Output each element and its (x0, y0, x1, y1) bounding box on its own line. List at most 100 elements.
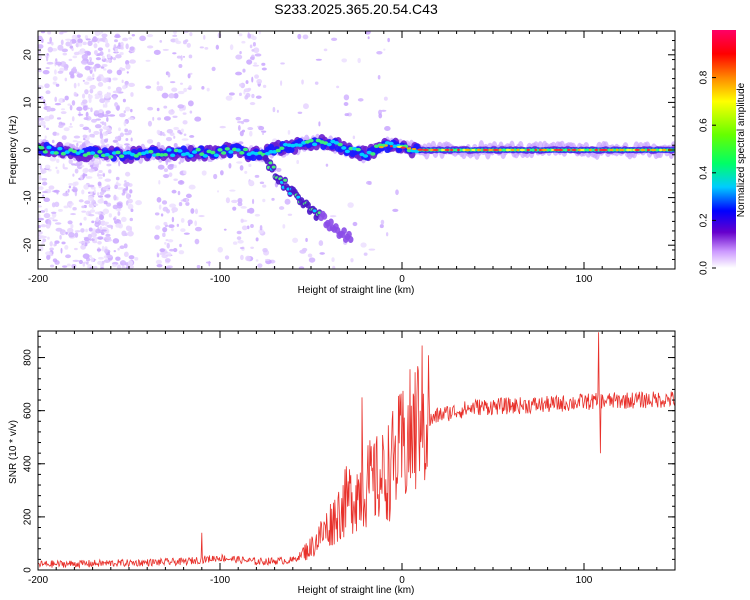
spectrogram-noise-speck (97, 181, 102, 187)
spectrogram-noise-speck (45, 251, 52, 256)
spectrogram-noise-speck (168, 93, 175, 99)
spectrogram-noise-speck (115, 223, 121, 228)
spectrogram-noise-speck (203, 34, 206, 40)
spectrogram-noise-speck (68, 125, 73, 128)
spectrogram-noise-speck (238, 92, 242, 97)
spectrogram-noise-speck (104, 121, 107, 127)
spectrogram-noise-speck (86, 76, 94, 82)
spectrogram-noise-speck (40, 31, 46, 34)
spectrogram-noise-speck (276, 109, 279, 113)
spectrogram-noise-speck (363, 252, 368, 256)
spectrogram-noise-speck (247, 33, 252, 39)
spectrogram-noise-speck (64, 67, 68, 71)
spectrogram-ridge-hotspot (615, 148, 619, 152)
spectrogram-ridge-core (97, 149, 103, 154)
spectrogram-noise-speck (65, 231, 68, 235)
spectrogram-noise-speck (129, 217, 133, 222)
spectrogram-noise-speck (106, 143, 110, 147)
spectrogram-noise-speck (253, 47, 260, 54)
spectrogram-noise-speck (162, 131, 165, 136)
spectrogram-noise-speck (93, 159, 99, 165)
snr-y-axis-label: SNR (10 * v/v) (8, 420, 19, 484)
spectrogram-noise-speck (54, 201, 60, 208)
spectrogram-ridge-core (268, 150, 274, 154)
spectrogram-noise-speck (124, 132, 132, 136)
spectrogram-noise-speck (115, 86, 122, 92)
spectrogram-noise-speck (229, 189, 236, 192)
spectrogram-noise-speck (183, 133, 187, 136)
spectrogram-noise-speck (239, 165, 244, 171)
spectrogram-noise-speck (239, 246, 245, 250)
spectrogram-noise-speck (146, 45, 154, 49)
spectrogram-noise-speck (80, 48, 85, 53)
snr-frame (37, 330, 676, 571)
spectrogram-noise-speck (38, 44, 44, 49)
spectrogram-noise-speck (383, 48, 386, 51)
spectrogram-noise-speck (92, 73, 95, 78)
spectrogram-noise-speck (87, 184, 95, 188)
spectrogram-noise-speck (124, 106, 131, 112)
spectrogram-noise-speck (114, 136, 120, 140)
spectrogram-ridge-core (370, 152, 376, 156)
spectrogram-noise-speck (80, 60, 88, 64)
spectrogram-ridge-core (148, 149, 154, 154)
spectrogram-noise-speck (194, 226, 202, 232)
spectrogram-noise-speck (98, 176, 103, 180)
spectrogram-noise-speck (189, 72, 193, 75)
spectrogram-noise-speck (343, 94, 350, 101)
spectrogram-ridge-core (221, 151, 227, 155)
spectrogram-ridge-core (264, 152, 270, 156)
spectrogram-noise-speck (124, 171, 131, 177)
spectrogram-noise-speck (127, 260, 133, 266)
spectrogram-noise-speck (52, 219, 58, 222)
spectrogram-noise-speck (122, 37, 129, 42)
spectrogram-noise-speck (104, 38, 109, 44)
spectrogram-noise-speck (72, 206, 77, 211)
spectrogram-ridge-hotspot (588, 148, 592, 152)
spectrogram-noise-speck (350, 258, 354, 263)
spectrogram-noise-speck (201, 170, 207, 176)
spectrogram-noise-speck (76, 73, 83, 78)
spectrogram-branch-core (296, 195, 301, 199)
spectrogram-noise-speck (38, 205, 43, 208)
spectrogram-ridge-core (308, 138, 314, 143)
spectrogram-noise-speck (73, 82, 77, 89)
spectrogram-noise-speck (40, 168, 45, 174)
spectrogram-noise-speck (384, 126, 391, 131)
spectrogram-noise-speck (261, 130, 267, 133)
spectrogram-noise-speck (69, 104, 73, 111)
spectrogram-noise-speck (367, 181, 372, 186)
spectrogram-noise-speck (78, 241, 86, 244)
spectrogram-noise-speck (163, 116, 171, 121)
spectrogram-noise-speck (96, 248, 102, 252)
spectrogram-noise-speck (83, 184, 90, 190)
spectrogram-noise-speck (184, 39, 189, 43)
spectrogram-noise-speck (183, 31, 189, 34)
spectrogram-noise-speck (297, 111, 303, 114)
spectrogram-ridge-core (57, 146, 63, 151)
snr-panel: -200 -100 0 100 0 200 400 600 800 Height of stra… (8, 330, 676, 596)
spectrogram-noise-speck (40, 224, 47, 228)
spectrogram-noise-speck (378, 113, 383, 119)
spectrogram-noise-speck (188, 54, 193, 59)
spectrogram-noise-speck (251, 49, 255, 52)
spectrogram-ridge-core (242, 147, 249, 152)
spectrogram-noise-speck (171, 87, 178, 92)
spectrogram-noise-speck (91, 206, 94, 209)
spectrogram-noise-speck (83, 81, 90, 85)
spectrogram-noise-speck (62, 163, 65, 170)
spectrogram-noise-speck (108, 213, 112, 218)
spectrogram-noise-speck (88, 213, 95, 217)
spectrogram-ridge-core (388, 141, 394, 146)
spectrogram-noise-speck (59, 235, 62, 240)
colorbar-tick-label: 0.6 (699, 118, 710, 132)
spectrogram-noise-speck (305, 237, 308, 243)
spectrogram-noise-speck (245, 92, 251, 98)
spectrogram-ridge-core (235, 148, 241, 152)
spectrogram-noise-speck (189, 110, 193, 114)
spectrogram-noise-speck (250, 246, 254, 249)
spectrogram-ridge-hotspot (580, 148, 585, 152)
spectrogram-noise-speck (77, 113, 84, 116)
spectrogram-noise-speck (301, 79, 304, 85)
spectrogram-ridge-hotspot (553, 148, 560, 152)
